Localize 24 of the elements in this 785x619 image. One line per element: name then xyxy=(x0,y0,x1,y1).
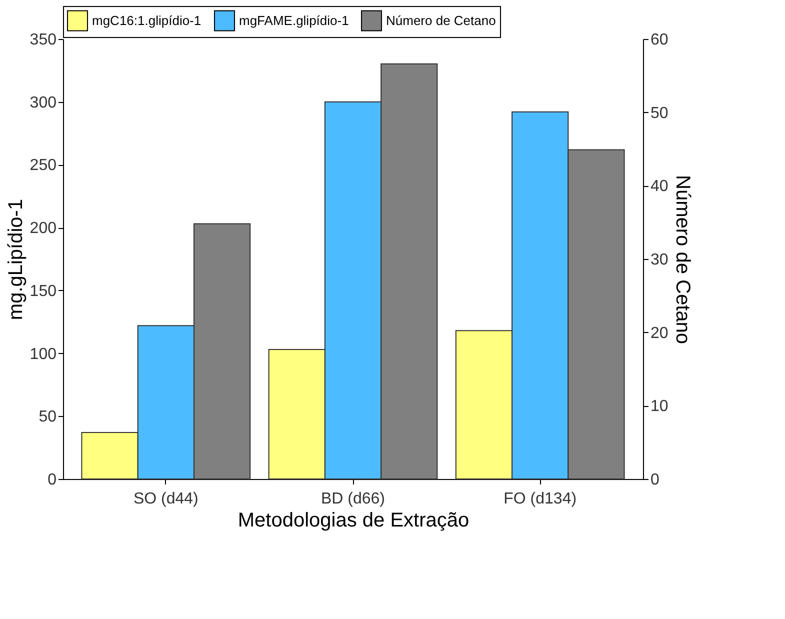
y-tick-label: 350 xyxy=(30,32,57,48)
y2-tick-label: 10 xyxy=(650,398,668,416)
x-tick-label: BD (d66) xyxy=(320,490,386,508)
y2-tick-label: 40 xyxy=(650,178,668,196)
y2-tick-label: 30 xyxy=(650,252,668,268)
legend-label: Número de Cetano xyxy=(386,12,496,28)
y-axis-title: mg.gLipídio-1 xyxy=(4,198,27,320)
x-tick-label: SO (d44) xyxy=(133,490,198,508)
y2-tick-label: 20 xyxy=(650,324,668,342)
x-axis-title: Metodologias de Extração xyxy=(238,510,470,532)
y-tick-label: 100 xyxy=(30,346,57,363)
x-tick-label: FO (d134) xyxy=(504,490,577,508)
y-tick-label: 300 xyxy=(30,94,57,112)
y-tick-label: 0 xyxy=(48,472,57,488)
y-tick-label: 250 xyxy=(30,157,57,174)
legend-label: mgFAME.glipídio-1 xyxy=(239,12,349,28)
y2-tick-label: 50 xyxy=(650,104,668,122)
legend-label: mgC16:1.glipídio-1 xyxy=(92,12,202,28)
y2-tick-label: 0 xyxy=(650,472,660,488)
y2-axis-title: Número de Cetano xyxy=(671,175,694,344)
y2-tick-label: 60 xyxy=(650,32,668,48)
y-tick-label: 50 xyxy=(38,408,57,426)
y-tick-label: 200 xyxy=(30,220,57,238)
y-tick-label: 150 xyxy=(30,282,57,300)
